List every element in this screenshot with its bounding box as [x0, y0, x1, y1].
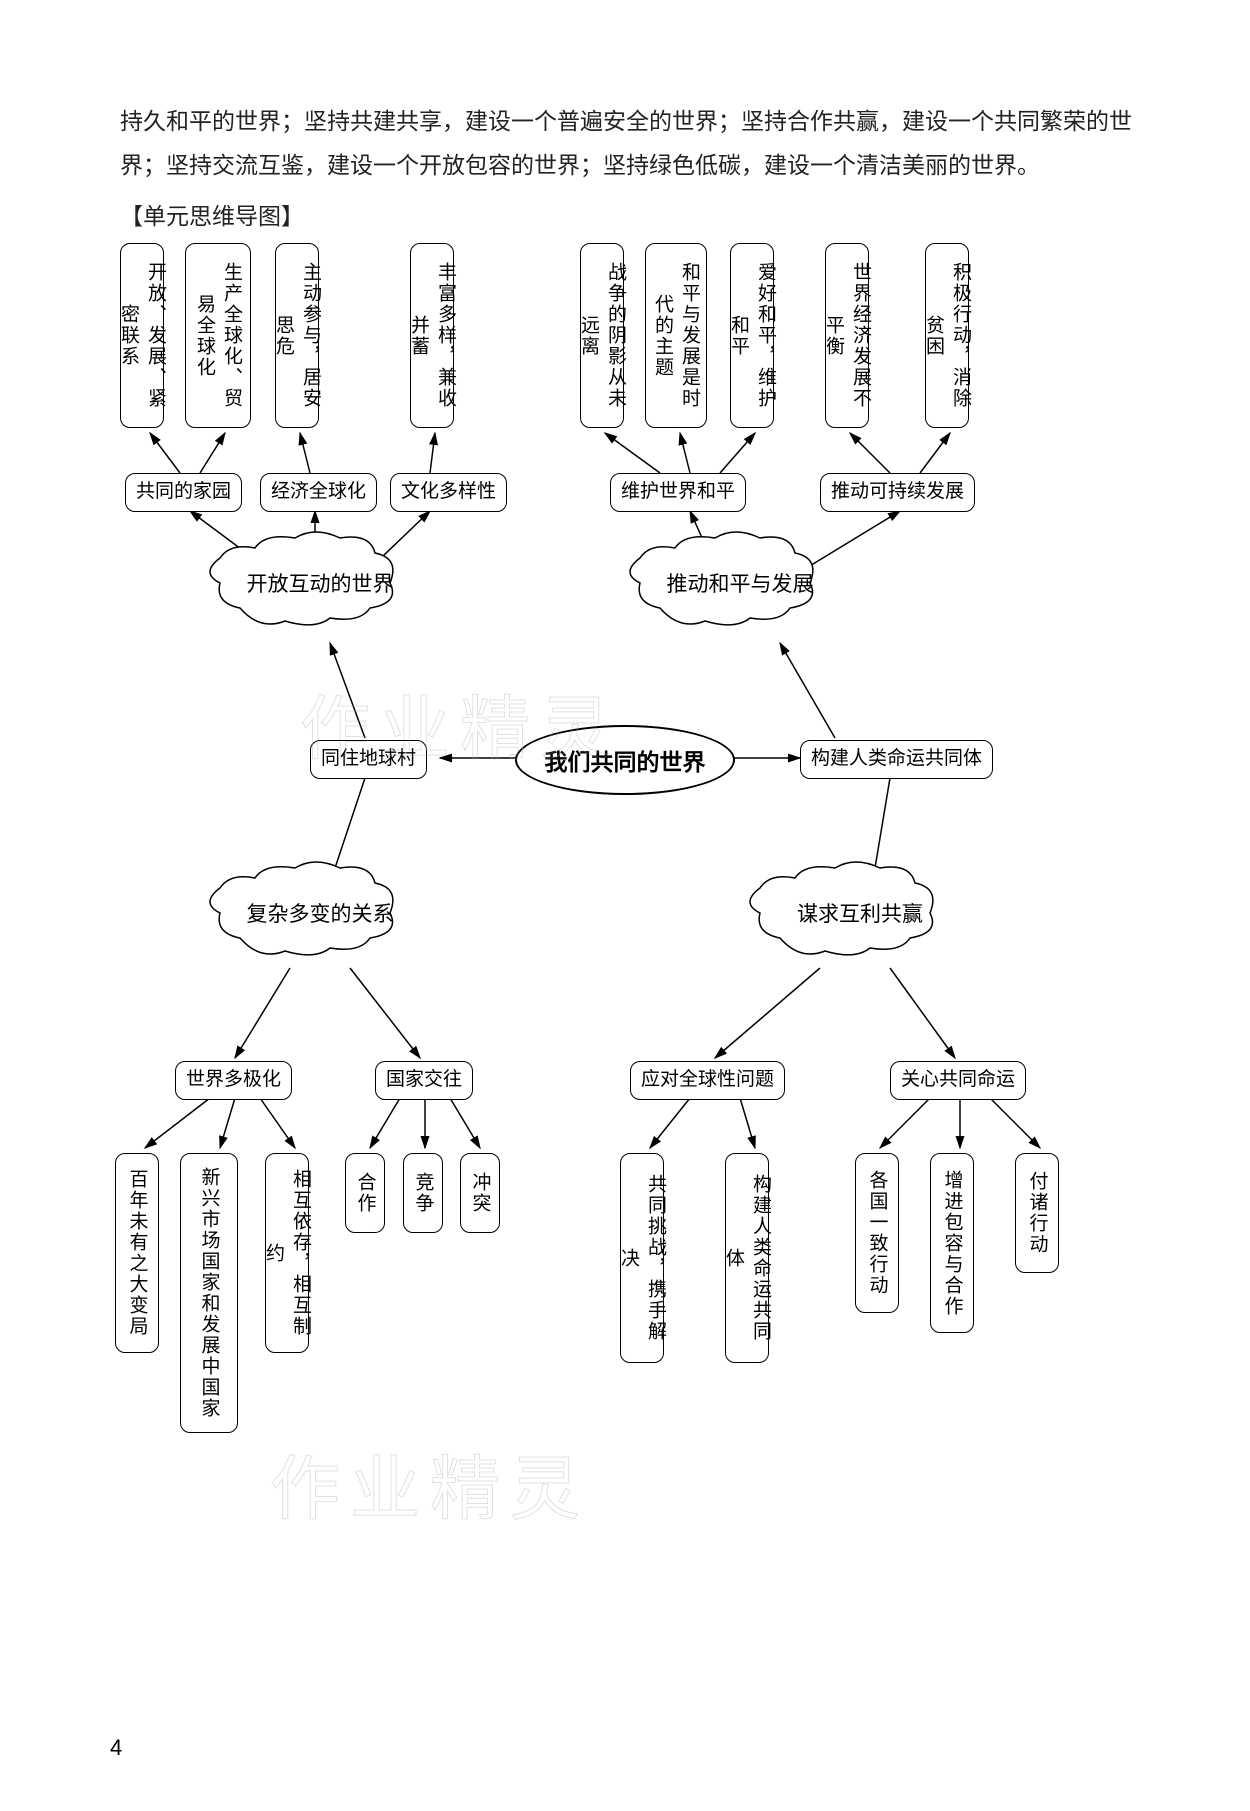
leaf-node: 冲突 [460, 1153, 500, 1233]
mid-node: 推动可持续发展 [820, 473, 975, 512]
leaf-node: 新兴市场国家和发展中国家 [180, 1153, 238, 1433]
mid-node: 维护世界和平 [610, 473, 746, 512]
leaf-node: 相互依存，相互制约 [265, 1153, 309, 1353]
branch-node-left: 同住地球村 [310, 740, 427, 779]
leaf-node: 开放、发展、紧密联系 [120, 243, 164, 428]
section-title: 【单元思维导图】 [120, 197, 1150, 231]
leaf-node: 世界经济发展不平衡 [825, 243, 869, 428]
mid-node: 关心共同命运 [890, 1061, 1026, 1100]
leaf-node: 竞争 [403, 1153, 443, 1233]
mid-node: 文化多样性 [390, 473, 507, 512]
leaf-node: 增进包容与合作 [930, 1153, 974, 1333]
leaf-node: 付诸行动 [1015, 1153, 1059, 1273]
leaf-node: 构建人类命运共同体 [725, 1153, 769, 1363]
diagram-edges [100, 243, 1120, 1703]
leaf-node: 和平与发展是时代的主题 [645, 243, 707, 428]
leaf-node: 生产全球化、贸易全球化 [185, 243, 251, 428]
mid-node: 国家交往 [375, 1061, 473, 1100]
mind-map-diagram: 开放、发展、紧密联系 生产全球化、贸易全球化 主动参与，居安思危 丰富多样，兼收… [100, 243, 1120, 1703]
leaf-node: 共同挑战，携手解决 [620, 1153, 664, 1363]
mid-node: 应对全球性问题 [630, 1061, 785, 1100]
watermark: 作业精灵 [270, 1433, 590, 1534]
leaf-node: 百年未有之大变局 [115, 1153, 159, 1353]
mid-node: 经济全球化 [260, 473, 377, 512]
leaf-node: 积极行动，消除贫困 [925, 243, 969, 428]
center-node: 我们共同的世界 [515, 725, 735, 795]
leaf-node: 爱好和平，维护和平 [730, 243, 774, 428]
branch-node-right: 构建人类命运共同体 [800, 740, 993, 779]
cloud-node: 开放互动的世界 [220, 568, 420, 598]
leaf-node: 战争的阴影从未远离 [580, 243, 624, 428]
mid-node: 世界多极化 [175, 1061, 292, 1100]
leaf-node: 合作 [345, 1153, 385, 1233]
leaf-node: 各国一致行动 [855, 1153, 899, 1313]
leaf-node: 丰富多样，兼收并蓄 [410, 243, 454, 428]
intro-paragraph: 持久和平的世界；坚持共建共享，建设一个普遍安全的世界；坚持合作共赢，建设一个共同… [120, 100, 1150, 187]
page-number: 4 [110, 1735, 122, 1761]
cloud-node: 推动和平与发展 [640, 568, 840, 598]
cloud-node: 谋求互利共赢 [760, 898, 960, 928]
cloud-node: 复杂多变的关系 [220, 898, 420, 928]
leaf-node: 主动参与，居安思危 [275, 243, 319, 428]
mid-node: 共同的家园 [125, 473, 242, 512]
